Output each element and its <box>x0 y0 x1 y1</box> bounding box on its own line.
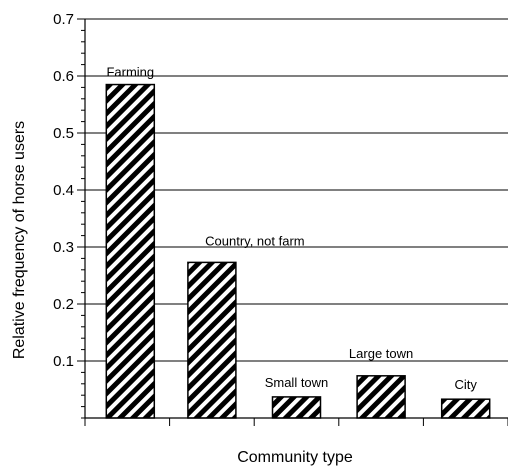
bar-category-label: Large town <box>349 346 413 361</box>
y-tick-label: 0.6 <box>53 68 74 85</box>
bars <box>105 83 491 419</box>
bar-category-label: Country, not farm <box>205 233 304 248</box>
y-axis-title: Relative frequency of horse users <box>11 121 28 359</box>
y-tick-label: 0.7 <box>53 11 74 28</box>
gridlines <box>85 18 508 362</box>
bar-category-label: Small town <box>265 375 329 390</box>
labels: Farming Country, not farm Small town Large … <box>106 65 477 393</box>
bar-category-label: City <box>455 377 478 392</box>
bar <box>271 396 322 419</box>
x-axis-title: Community type <box>237 449 353 466</box>
bar <box>187 261 237 419</box>
bar <box>105 83 156 419</box>
y-tick-label: 0.4 <box>53 182 74 199</box>
y-tick-label: 0.1 <box>53 353 74 370</box>
y-tick-label: 0.3 <box>53 239 74 256</box>
y-tick-label: 0.5 <box>53 125 74 142</box>
y-tick-label: 0.2 <box>53 296 74 313</box>
bar <box>356 375 406 419</box>
bar-category-label: Farming <box>106 65 154 80</box>
axes: 0.1 0.2 0.3 0.4 0.5 0.6 0.7 <box>53 11 508 426</box>
bar <box>440 398 491 419</box>
